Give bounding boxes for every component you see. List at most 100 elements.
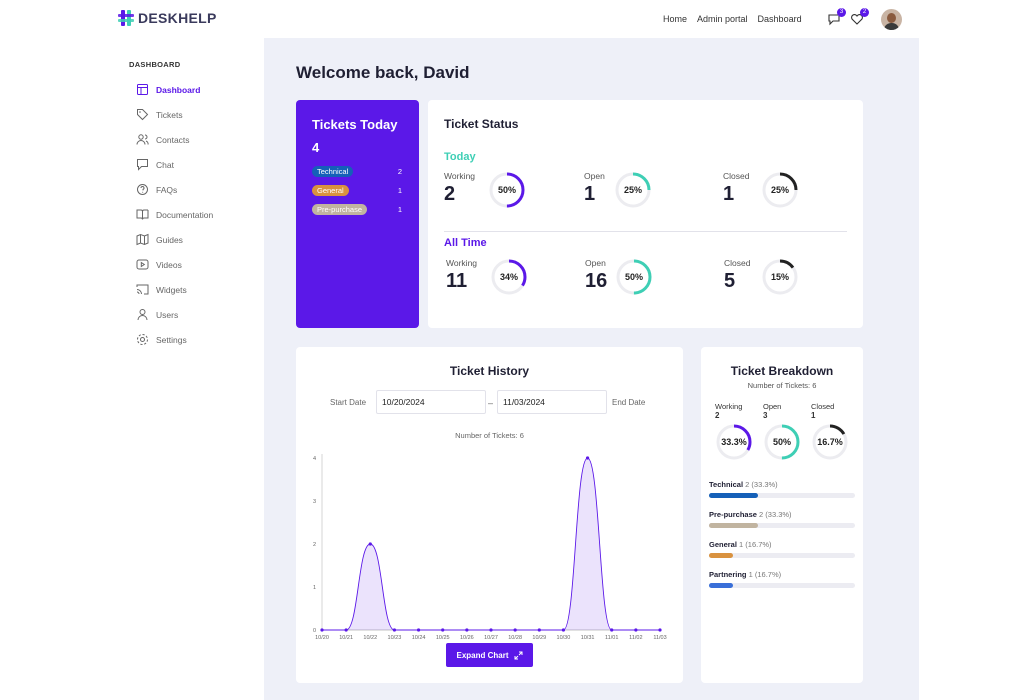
breakdown-category-detail: 2 (33.3%) <box>759 510 792 519</box>
sidebar-item-guides[interactable]: Guides <box>136 233 183 246</box>
data-point <box>610 628 614 632</box>
stat-label: Working <box>446 258 478 268</box>
x-tick-label: 11/03 <box>653 635 666 641</box>
x-tick-label: 11/01 <box>605 635 618 641</box>
sidebar-item-label: FAQs <box>156 184 178 195</box>
breakdown-category-label: Partnering <box>709 570 747 579</box>
breakdown-bar-track <box>709 493 855 498</box>
alerts-notification-button[interactable]: 2 <box>850 8 869 26</box>
x-tick-label: 10/22 <box>363 635 377 641</box>
ring-arc <box>489 172 525 208</box>
breakdown-working-ring: 33.3% <box>715 423 753 461</box>
sidebar-item-dashboard[interactable]: Dashboard <box>136 83 200 96</box>
logo-icon <box>118 10 134 26</box>
data-point <box>513 628 517 632</box>
ring-graphic <box>615 172 651 208</box>
y-tick-label: 4 <box>313 456 316 462</box>
ring-percent: 15% <box>770 272 789 282</box>
ticket-status-title: Ticket Status <box>444 117 519 131</box>
ring-graphic <box>616 259 652 295</box>
category-row-pre-purchase[interactable]: Pre-purchase 1 <box>312 204 402 215</box>
y-tick-label: 0 <box>313 628 316 634</box>
expand-chart-label: Expand Chart <box>456 650 509 660</box>
ticket-breakdown-subtitle: Number of Tickets: 6 <box>747 381 817 390</box>
all-time-open-ring: 50% <box>615 258 653 296</box>
data-point <box>489 628 493 632</box>
ticket-breakdown-card: Ticket Breakdown Number of Tickets: 6 Wo… <box>701 347 863 683</box>
top-bar: DESKHELP Home Admin portal Dashboard 3 2 <box>106 0 919 38</box>
breakdown-category-label: General <box>709 540 737 549</box>
gear-icon <box>137 334 148 345</box>
ring-percent: 25% <box>623 185 642 195</box>
sidebar-item-label: Videos <box>156 259 182 270</box>
sidebar-item-documentation[interactable]: Documentation <box>136 208 213 221</box>
sidebar-item-tickets[interactable]: Tickets <box>136 108 183 121</box>
chat-icon <box>137 159 148 171</box>
data-point <box>368 542 372 546</box>
sidebar-item-videos[interactable]: Videos <box>136 258 182 271</box>
ring-graphic <box>762 259 798 295</box>
breakdown-category-detail: 2 (33.3%) <box>745 480 778 489</box>
nav-dashboard-link[interactable]: Dashboard <box>757 14 802 24</box>
top-nav: Home Admin portal Dashboard <box>663 14 802 24</box>
expand-chart-button[interactable]: Expand Chart <box>446 643 533 667</box>
series-line <box>322 457 660 631</box>
nav-home-link[interactable]: Home <box>663 14 688 24</box>
all-time-working-ring: 34% <box>490 258 528 296</box>
stat-value: 2 <box>715 411 720 420</box>
sidebar-item-label: Chat <box>156 159 174 170</box>
data-point <box>441 628 445 632</box>
category-row-technical[interactable]: Technical 2 <box>312 166 402 177</box>
data-point <box>634 628 638 632</box>
breakdown-category-label: Pre-purchase <box>709 510 757 519</box>
today-open-stat: Open 1 <box>584 171 605 206</box>
breakdown-working-stat: Working 2 <box>715 402 742 420</box>
y-tick-label: 2 <box>313 542 316 548</box>
sidebar-item-users[interactable]: Users <box>136 308 178 321</box>
chat-notification-button[interactable]: 3 <box>827 8 846 26</box>
stat-value: 5 <box>724 270 736 292</box>
app-logo[interactable]: DESKHELP <box>118 10 217 26</box>
breakdown-bar-fill <box>709 583 734 588</box>
category-count: 1 <box>397 205 402 214</box>
status-divider <box>444 231 847 232</box>
ring-graphic <box>716 424 752 460</box>
today-open-ring: 25% <box>614 171 652 209</box>
book-icon <box>136 209 149 220</box>
sidebar: DASHBOARD Dashboard Tickets Contacts Cha… <box>106 38 264 700</box>
sidebar-title: DASHBOARD <box>129 60 181 69</box>
date-range-separator: – <box>488 398 494 408</box>
category-row-general[interactable]: General 1 <box>312 185 402 196</box>
sidebar-item-label: Contacts <box>156 134 190 145</box>
all-time-closed-stat: Closed 5 <box>724 258 750 293</box>
ring-arc <box>762 259 798 295</box>
x-tick-label: 10/31 <box>581 635 595 641</box>
breakdown-bar-fill <box>709 523 758 528</box>
today-working-ring: 50% <box>488 171 526 209</box>
ring-percent: 50% <box>772 437 791 447</box>
data-point <box>320 628 324 632</box>
ring-percent: 25% <box>770 185 789 195</box>
sidebar-item-label: Tickets <box>156 109 183 120</box>
expand-icon <box>514 651 522 659</box>
sidebar-item-label: Users <box>156 309 179 320</box>
sidebar-item-widgets[interactable]: Widgets <box>136 283 187 296</box>
ring-percent: 16.7% <box>817 437 843 447</box>
ring-arc <box>615 172 651 208</box>
sidebar-item-faqs[interactable]: FAQs <box>136 183 177 196</box>
sidebar-item-settings[interactable]: Settings <box>136 333 187 346</box>
nav-admin-portal-link[interactable]: Admin portal <box>697 14 748 24</box>
user-icon <box>137 309 148 321</box>
heart-icon <box>851 14 863 25</box>
sidebar-item-contacts[interactable]: Contacts <box>136 133 190 146</box>
start-date-input[interactable]: 10/20/2024 <box>376 390 486 414</box>
today-working-stat: Working 2 <box>444 171 475 206</box>
sidebar-item-label: Documentation <box>156 209 214 220</box>
ring-percent: 50% <box>624 272 643 282</box>
end-date-input[interactable]: 11/03/2024 <box>497 390 607 414</box>
user-avatar[interactable] <box>881 9 902 30</box>
ticket-history-chart: 0 1 2 3 4 10/20 10/21 10/22 10/23 10/24 10/25 10/26… <box>313 454 667 641</box>
data-point <box>658 628 662 632</box>
sidebar-item-chat[interactable]: Chat <box>136 158 174 171</box>
breakdown-row-partnering: Partnering 1 (16.7%) <box>709 570 855 588</box>
